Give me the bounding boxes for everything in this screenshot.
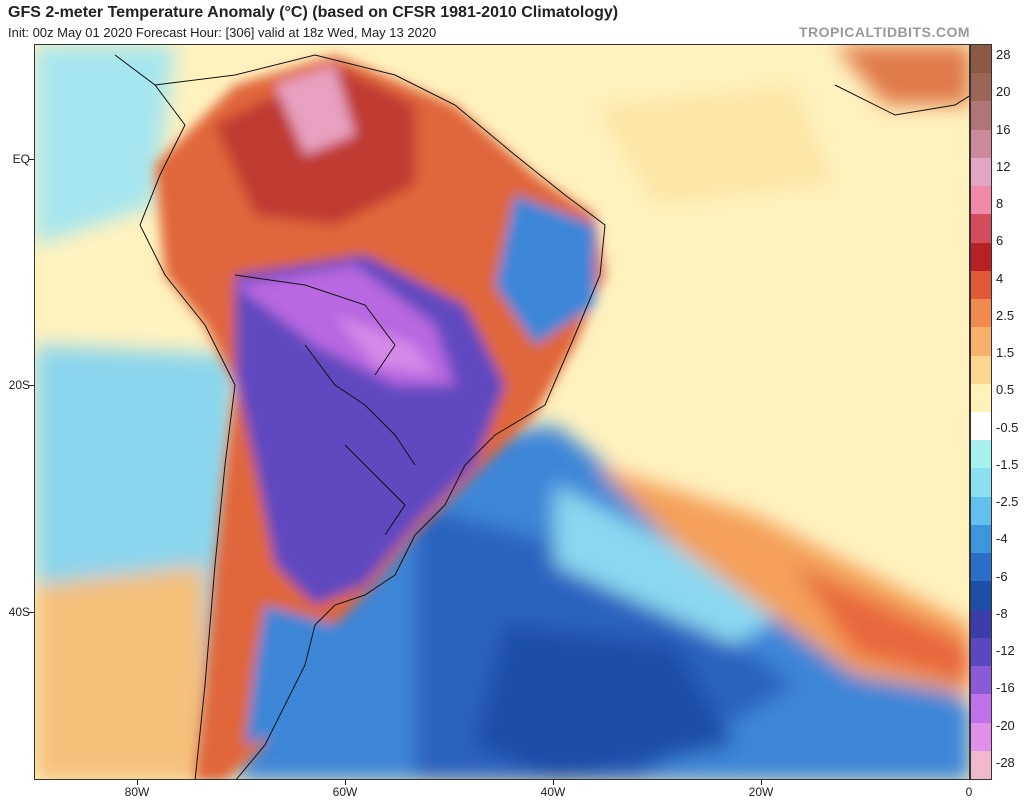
lon-label-20w: 20W <box>748 785 774 799</box>
lon-tick <box>553 780 554 785</box>
colorbar-segment <box>971 383 991 413</box>
lon-label-80w: 80W <box>124 785 150 799</box>
colorbar-label: 12 <box>996 158 1011 174</box>
lat-tick <box>29 612 34 613</box>
colorbar-segment <box>971 355 991 385</box>
colorbar-segment <box>971 214 991 244</box>
colorbar-segment <box>971 45 991 74</box>
colorbar-segment <box>971 553 991 582</box>
lat-label-eq: EQ <box>12 152 30 166</box>
lon-tick <box>137 780 138 785</box>
colorbar-segment <box>971 581 991 611</box>
colorbar-label: -6 <box>996 568 1008 584</box>
colorbar-label: -20 <box>996 717 1015 733</box>
lat-label-40s: 40S <box>8 605 30 619</box>
colorbar-segment <box>971 440 991 469</box>
coastlines <box>114 54 969 779</box>
colorbar-segment <box>971 327 991 357</box>
colorbar-segment <box>971 299 991 328</box>
colorbar-label: 1.5 <box>996 345 1015 361</box>
colorbar-segment <box>971 637 991 667</box>
colorbar-label: 28 <box>996 47 1011 62</box>
colorbar-segment <box>971 666 991 695</box>
colorbar-segment <box>971 468 991 498</box>
colorbar-label: -12 <box>996 643 1015 659</box>
colorbar-label: -2.5 <box>996 494 1019 510</box>
temperature-anomaly-map <box>34 44 970 780</box>
colorbar-segment <box>971 101 991 131</box>
colorbar-label: -4 <box>996 531 1008 547</box>
colorbar-segment <box>971 694 991 724</box>
colorbar-label: -0.5 <box>996 419 1019 435</box>
colorbar-segment <box>971 609 991 639</box>
lat-tick <box>29 385 34 386</box>
lon-tick <box>345 780 346 785</box>
colorbar-label: 20 <box>996 84 1011 100</box>
lon-label-60w: 60W <box>332 785 358 799</box>
colorbar <box>970 44 992 780</box>
colorbar-segment <box>971 186 991 215</box>
lon-label-0: 0 <box>965 785 973 799</box>
lat-tick <box>29 159 34 160</box>
colorbar-segment <box>971 129 991 159</box>
map-canvas <box>35 45 969 779</box>
colorbar-label: -1.5 <box>996 456 1019 472</box>
colorbar-segment <box>971 412 991 441</box>
colorbar-segment <box>971 242 991 272</box>
colorbar-label: 8 <box>996 196 1004 212</box>
colorbar-label: -16 <box>996 680 1015 696</box>
south-america-anomaly <box>155 55 605 779</box>
colorbar-segment <box>971 157 991 187</box>
map-title: GFS 2-meter Temperature Anomaly (°C) (ba… <box>8 4 619 21</box>
colorbar-segment <box>971 722 991 752</box>
colorbar-label: 0.5 <box>996 382 1015 398</box>
colorbar-segment <box>971 73 991 102</box>
colorbar-label: 2.5 <box>996 307 1015 323</box>
lat-label-20s: 20S <box>8 378 30 392</box>
map-subtitle: Init: 00z May 01 2020 Forecast Hour: [30… <box>8 25 437 40</box>
brand-watermark: TROPICALTIDBITS.COM <box>798 24 970 40</box>
colorbar-segment <box>971 496 991 526</box>
lon-tick <box>761 780 762 785</box>
colorbar-label: 6 <box>996 233 1004 249</box>
colorbar-segment <box>971 524 991 554</box>
lon-label-40w: 40W <box>540 785 566 799</box>
colorbar-label: 4 <box>996 270 1004 286</box>
colorbar-label: 16 <box>996 121 1011 137</box>
colorbar-segment <box>971 270 991 300</box>
colorbar-label: -28 <box>996 755 1015 770</box>
colorbar-label: -8 <box>996 605 1008 621</box>
colorbar-segment <box>971 750 991 780</box>
